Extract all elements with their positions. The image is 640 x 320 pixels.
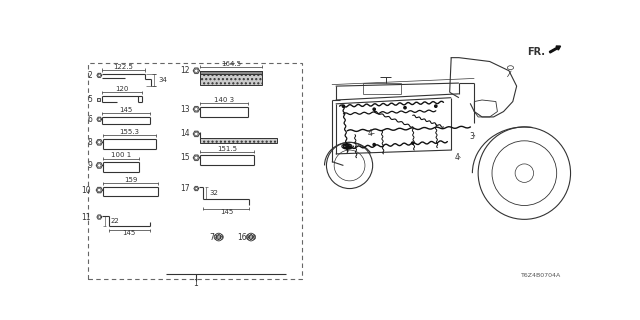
Text: 34: 34 bbox=[159, 77, 168, 83]
Circle shape bbox=[216, 235, 221, 239]
Circle shape bbox=[98, 141, 101, 144]
Circle shape bbox=[412, 142, 414, 144]
Circle shape bbox=[195, 156, 198, 159]
Text: 9: 9 bbox=[88, 161, 92, 170]
Text: 8: 8 bbox=[88, 138, 92, 147]
Polygon shape bbox=[96, 188, 102, 193]
Circle shape bbox=[98, 74, 100, 76]
Text: 2: 2 bbox=[88, 71, 92, 80]
Text: 11: 11 bbox=[81, 212, 91, 221]
Text: T6Z4B0704A: T6Z4B0704A bbox=[521, 273, 561, 278]
Text: 140 3: 140 3 bbox=[214, 97, 234, 103]
Text: 15: 15 bbox=[180, 153, 190, 162]
Text: 151.5: 151.5 bbox=[217, 146, 237, 151]
Text: 122.5: 122.5 bbox=[114, 64, 134, 70]
Text: 164.5: 164.5 bbox=[221, 61, 241, 67]
Text: 14: 14 bbox=[180, 129, 190, 138]
Text: 17: 17 bbox=[180, 184, 190, 193]
Text: 5: 5 bbox=[88, 95, 92, 104]
Text: FR.: FR. bbox=[527, 47, 545, 57]
Text: 16: 16 bbox=[237, 233, 246, 242]
Text: 159: 159 bbox=[124, 177, 137, 183]
Bar bbox=[88, 63, 302, 279]
Polygon shape bbox=[194, 187, 198, 190]
Polygon shape bbox=[193, 131, 200, 137]
Circle shape bbox=[98, 118, 100, 121]
Bar bbox=[97, 98, 100, 101]
Circle shape bbox=[195, 69, 198, 72]
Text: 4: 4 bbox=[367, 129, 372, 138]
FancyArrow shape bbox=[549, 46, 561, 53]
Circle shape bbox=[195, 108, 198, 111]
Text: 155.3: 155.3 bbox=[119, 129, 140, 135]
Circle shape bbox=[98, 164, 101, 167]
Polygon shape bbox=[193, 155, 200, 160]
Text: 3: 3 bbox=[470, 132, 474, 141]
Text: 145: 145 bbox=[120, 107, 133, 113]
Text: 22: 22 bbox=[110, 218, 119, 224]
Polygon shape bbox=[193, 107, 200, 112]
Circle shape bbox=[342, 105, 344, 107]
Polygon shape bbox=[97, 215, 102, 219]
Circle shape bbox=[435, 105, 437, 107]
Polygon shape bbox=[96, 140, 102, 145]
Circle shape bbox=[373, 108, 375, 110]
Polygon shape bbox=[193, 68, 200, 73]
Circle shape bbox=[195, 132, 198, 136]
Bar bbox=[200, 138, 277, 143]
Circle shape bbox=[195, 187, 198, 190]
Text: 13: 13 bbox=[180, 105, 190, 114]
Bar bbox=[200, 71, 262, 74]
Circle shape bbox=[98, 188, 101, 192]
Polygon shape bbox=[97, 73, 102, 77]
Text: 4: 4 bbox=[455, 153, 460, 162]
Circle shape bbox=[346, 147, 348, 149]
Circle shape bbox=[249, 235, 253, 239]
Text: 32: 32 bbox=[209, 190, 218, 196]
Polygon shape bbox=[96, 163, 102, 168]
Text: 1: 1 bbox=[193, 279, 198, 288]
Circle shape bbox=[98, 216, 100, 218]
Bar bbox=[200, 71, 262, 84]
Circle shape bbox=[404, 107, 406, 109]
Text: 145: 145 bbox=[220, 209, 233, 215]
Text: 100 1: 100 1 bbox=[111, 152, 131, 158]
Text: 120: 120 bbox=[115, 86, 129, 92]
Text: 12: 12 bbox=[180, 66, 190, 75]
Text: 10: 10 bbox=[81, 186, 91, 195]
Text: 6: 6 bbox=[88, 115, 92, 124]
Circle shape bbox=[373, 143, 375, 146]
Polygon shape bbox=[97, 117, 102, 121]
Text: 7: 7 bbox=[209, 233, 214, 242]
Text: 145: 145 bbox=[123, 230, 136, 236]
